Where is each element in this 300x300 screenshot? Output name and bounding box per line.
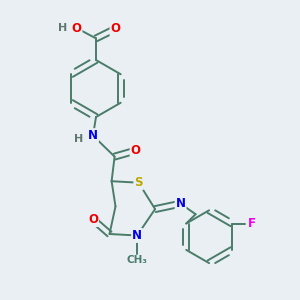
Text: O: O: [130, 144, 141, 157]
Text: O: O: [71, 22, 82, 35]
Text: H: H: [58, 23, 68, 33]
Text: N: N: [88, 129, 98, 142]
Text: S: S: [134, 176, 143, 189]
Text: N: N: [132, 229, 142, 242]
Text: H: H: [74, 134, 83, 144]
Text: O: O: [88, 213, 98, 226]
Text: O: O: [110, 22, 121, 35]
Text: F: F: [248, 217, 256, 230]
Text: CH₃: CH₃: [127, 255, 148, 265]
Text: N: N: [176, 197, 186, 210]
